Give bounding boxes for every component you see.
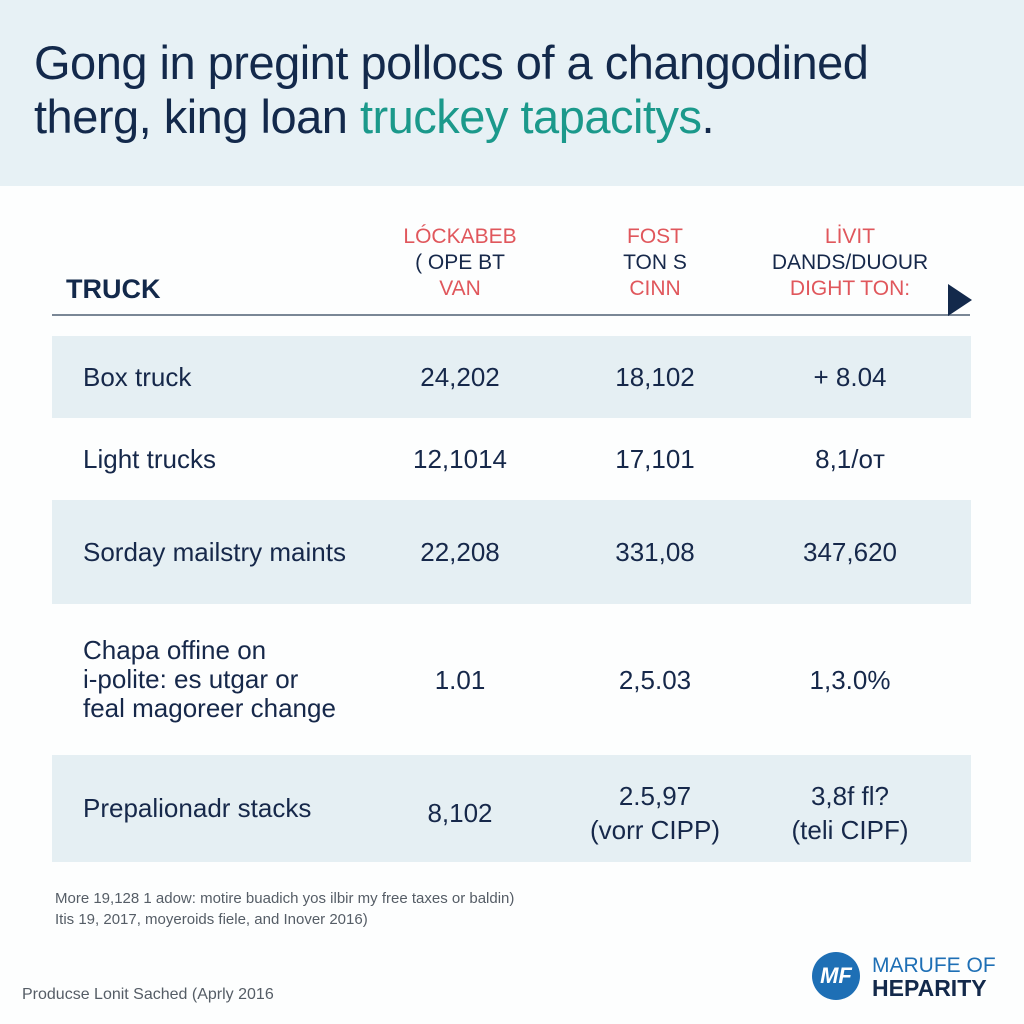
table-cell: 22,208 [350,535,570,569]
column-header: FOST TON S CINN [545,224,765,302]
column-header-line: DANDS/DUOUR [771,251,929,274]
cell-value: + 8.04 [813,362,887,392]
title-banner: Gong in pregint pollocs of a changodined… [0,0,1024,186]
cell-value: 2.5,97 [618,780,692,811]
cell-value: 12,1014 [413,444,507,474]
table-cell: 2,5.03 [545,663,765,697]
cell-value: 22,208 [420,537,500,567]
column-header: LİVIT DANDS/DUOUR DIGHT TON: [740,224,960,302]
row-label-line: i-polite: es utgar or [83,664,299,694]
column-header-line: ( OPE BT [415,251,505,274]
title-end: . [701,90,715,143]
column-header-line: TON S [623,251,687,274]
source-note: Producse Lonit Sached (Aprly 2016 [22,986,274,1003]
cell-value: (vorr CIPP) [590,814,720,845]
cell-value: 1.01 [434,664,486,695]
row-label-line: Prepalionadr stacks [83,793,312,823]
cell-value: 3,8f fl? [810,780,890,811]
row-label-line: Chapa offine on [83,635,267,665]
column-header-line: LİVIT [824,225,876,248]
table-cell: 17,101 [545,442,765,476]
title-accent: truckey tapacitys [359,90,702,143]
cell-value: 347,620 [803,537,897,567]
cell-value: 8,102 [427,797,493,828]
table-cell: 18,102 [545,360,765,394]
column-header-line: LÓCKABEB [403,225,517,248]
title-plain: therg, king loan [34,90,360,143]
table-cell: 2.5,97 (vorr CIPP) [545,779,765,847]
table-cell: 347,620 [740,535,960,569]
cell-value: 8,1/oт [815,444,885,474]
row-label-line: Sorday mailstry maints [83,536,346,567]
logo-icon: MF [812,952,860,1000]
table-cell: 8,1/oт [740,442,960,476]
cell-value: 17,101 [615,444,695,474]
logo-line-1: MARUFE OF [872,954,996,977]
cell-value: 24,202 [420,362,500,392]
column-header: LÓCKABEB ( OPE BT VAN [350,224,570,302]
table-cell: 331,08 [545,535,765,569]
table-cell: 8,102 [350,796,570,830]
table-cell: 3,8f fl? (teli CIPF) [740,779,960,847]
column-header-truck: TRUCK [66,274,161,304]
column-header-line: DIGHT TON: [789,277,911,300]
column-header-line: CINN [629,277,681,300]
cell-value: 331,08 [615,537,695,567]
logo-line-2: HEPARITY [872,975,987,1001]
footnote-2: Itis 19, 2017, moyeroids fiele, and Inov… [55,911,368,928]
column-header-line: VAN [439,277,481,300]
table-cell: 1.01 [350,663,570,697]
row-label-line: Light trucks [83,443,216,474]
table-row: Sorday mailstry maints 22,208 331,08 347,62… [52,500,971,604]
cell-value: 18,102 [615,362,695,392]
table-cell: 1,3.0% [740,663,960,697]
page-title: Gong in pregint pollocs of a changodined… [34,36,869,144]
table-row: Light trucks 12,1014 17,101 8,1/oт [52,418,971,500]
arrow-icon [948,284,972,316]
table-cell: + 8.04 [740,360,960,394]
cell-value: (teli CIPF) [791,814,909,845]
table-cell: 12,1014 [350,442,570,476]
title-line-1: Gong in pregint pollocs of a changodined [34,36,869,89]
row-label: Sorday mailstry maints [83,536,346,567]
row-label: Prepalionadr stacks [83,794,311,823]
row-label: Light trucks [83,443,216,474]
cell-value: 2,5.03 [618,664,692,695]
column-header-line: FOST [627,225,683,248]
logo-text: MARUFE OF HEPARITY [872,954,996,1001]
row-label-line: feal magoreer change [83,693,336,723]
row-label: Chapa offine on i-polite: es utgar or feal… [83,636,336,723]
cell-value: 1,3.0% [809,664,891,695]
header-divider [52,314,970,316]
table-cell: 24,202 [350,360,570,394]
row-label: Box truck [83,361,192,392]
table-row: Chapa offine on i-polite: es utgar or feal… [52,604,971,755]
footnote-1: More 19,128 1 adow: motire buadich yos i… [55,890,515,907]
row-label-line: Box truck [83,361,192,392]
title-line-2: therg, king loan truckey tapacitys. [34,90,868,144]
table-row: Box truck 24,202 18,102 + 8.04 [52,336,971,418]
table-row: Prepalionadr stacks 8,102 2.5,97 (vorr CIPP… [52,755,971,862]
